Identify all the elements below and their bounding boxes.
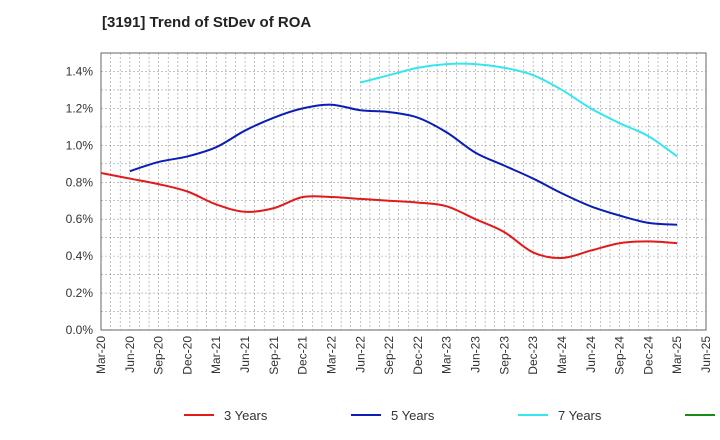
x-tick-label: Jun-20 xyxy=(123,336,137,373)
x-tick-label: Dec-24 xyxy=(641,336,655,375)
x-tick-label: Sep-21 xyxy=(267,336,281,375)
x-tick-label: Dec-22 xyxy=(411,336,425,375)
y-tick-label: 1.2% xyxy=(66,101,94,115)
x-tick-label: Jun-23 xyxy=(469,336,483,373)
chart-title: [3191] Trend of StDev of ROA xyxy=(102,14,312,31)
plot-background xyxy=(101,53,706,330)
y-tick-label: 0.8% xyxy=(66,175,94,189)
legend-label-7-years: 7 Years xyxy=(558,408,602,423)
x-tick-label: Sep-22 xyxy=(382,336,396,375)
series-layer xyxy=(100,62,678,260)
x-tick-label: Mar-25 xyxy=(670,336,684,374)
y-tick-label: 0.6% xyxy=(66,212,94,226)
grid-layer xyxy=(100,52,707,330)
x-tick-label: Mar-21 xyxy=(209,336,223,374)
x-tick-label: Mar-20 xyxy=(94,336,108,374)
x-tick-label: Mar-22 xyxy=(324,336,338,374)
y-tick-label: 1.4% xyxy=(66,64,94,78)
series-line-7-years xyxy=(360,62,678,158)
x-tick-label: Sep-20 xyxy=(152,336,166,375)
y-tick-label: 0.2% xyxy=(66,286,94,300)
plot-frame xyxy=(100,52,707,331)
x-tick-label: Jun-25 xyxy=(699,336,713,373)
axis-layer: 0.0% 0.2% 0.4% 0.6% 0.8% 1.0% 1.2% 1.4% Mar-20 Ju… xyxy=(66,52,713,375)
x-tick-label: Dec-21 xyxy=(296,336,310,375)
y-tick-label: 1.0% xyxy=(66,138,94,152)
x-tick-label: Dec-20 xyxy=(180,336,194,375)
x-tick-label: Dec-23 xyxy=(526,336,540,375)
x-tick-label: Sep-23 xyxy=(497,336,511,375)
y-tick-label: 0.0% xyxy=(66,323,94,337)
x-tick-label: Mar-23 xyxy=(440,336,454,374)
x-tick-label: Jun-21 xyxy=(238,336,252,373)
y-tick-label: 0.4% xyxy=(66,249,94,263)
series-line-3-years xyxy=(100,172,678,260)
legend-label-3-years: 3 Years xyxy=(224,408,268,423)
x-tick-label: Mar-24 xyxy=(555,336,569,374)
series-line-5-years xyxy=(129,103,678,226)
x-tick-label: Jun-22 xyxy=(353,336,367,373)
x-tick-label: Sep-24 xyxy=(613,336,627,375)
x-tick-label: Jun-24 xyxy=(584,336,598,373)
legend-label-5-years: 5 Years xyxy=(391,408,435,423)
